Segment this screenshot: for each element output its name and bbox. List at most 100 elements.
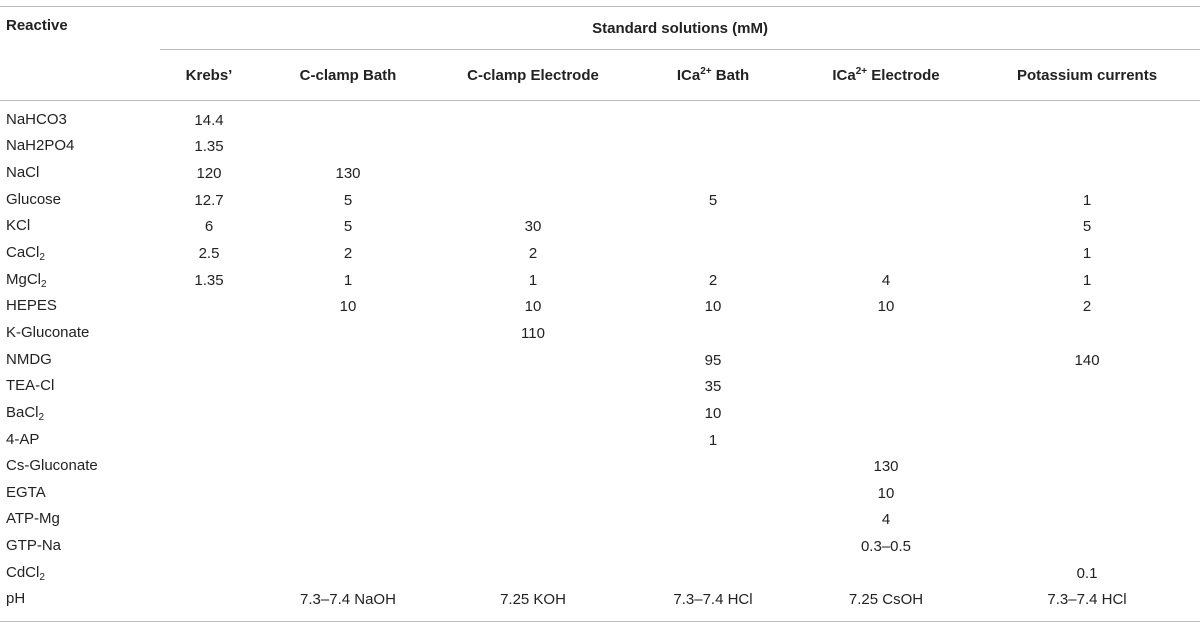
header-row-group: Reactive Standard solutions (mM) bbox=[0, 6, 1200, 50]
table-row: CaCl2 2.5 2 2 1 bbox=[0, 240, 1200, 267]
table-cell: 2 bbox=[528, 245, 538, 263]
table-cell bbox=[628, 480, 798, 507]
table-cell bbox=[258, 507, 438, 534]
table-cell bbox=[160, 320, 258, 347]
table-cell bbox=[628, 560, 798, 587]
group-header: Standard solutions (mM) bbox=[160, 6, 1200, 50]
reactive-name: Glucose bbox=[6, 190, 62, 208]
table-cell bbox=[798, 400, 974, 427]
table-cell bbox=[438, 480, 628, 507]
table-cell bbox=[258, 560, 438, 587]
table-cell: 1 bbox=[708, 431, 718, 449]
table-cell: 7.25 CsOH bbox=[848, 591, 924, 609]
table-row: 4-AP 1 bbox=[0, 427, 1200, 454]
table-cell bbox=[438, 101, 628, 134]
table-cell bbox=[160, 400, 258, 427]
reactive-name: NaHCO3 bbox=[6, 110, 67, 128]
reactive-name: pH bbox=[6, 590, 26, 608]
column-header: C-clamp Electrode bbox=[467, 67, 599, 84]
table-cell bbox=[160, 507, 258, 534]
reactive-name: 4-AP bbox=[6, 430, 40, 448]
reactive-name: NMDG bbox=[6, 350, 52, 368]
column-header: C-clamp Bath bbox=[299, 67, 397, 84]
table-cell bbox=[798, 560, 974, 587]
table-cell: 4 bbox=[881, 511, 891, 529]
table-cell bbox=[974, 101, 1200, 134]
table-cell bbox=[438, 453, 628, 480]
table-cell: 0.1 bbox=[1076, 564, 1098, 582]
table-cell: 6 bbox=[204, 218, 214, 236]
table-cell: 10 bbox=[877, 484, 895, 502]
table-cell bbox=[438, 507, 628, 534]
table-cell: 7.3–7.4 NaOH bbox=[300, 591, 396, 609]
table-cell: 1 bbox=[1082, 245, 1092, 263]
table-cell bbox=[258, 373, 438, 400]
table-cell: 12.7 bbox=[194, 191, 224, 209]
table-cell bbox=[438, 533, 628, 560]
table-cell: 5 bbox=[343, 218, 353, 236]
table-cell: 130 bbox=[335, 165, 361, 183]
table-cell: 35 bbox=[704, 378, 722, 396]
header-row-columns: Krebs’ C-clamp Bath C-clamp Electrode IC… bbox=[0, 50, 1200, 101]
table-cell: 2 bbox=[708, 271, 718, 289]
table-cell: 2 bbox=[1082, 298, 1092, 316]
table-cell bbox=[258, 533, 438, 560]
table-row: KCl 6 5 30 5 bbox=[0, 214, 1200, 241]
table-cell bbox=[798, 320, 974, 347]
reactive-name: K-Gluconate bbox=[6, 323, 90, 341]
table-cell bbox=[160, 347, 258, 374]
table-cell bbox=[974, 427, 1200, 454]
table-cell bbox=[160, 453, 258, 480]
table-cell bbox=[974, 320, 1200, 347]
table-cell bbox=[628, 533, 798, 560]
table-cell: 1 bbox=[343, 271, 353, 289]
table-cell: 0.3–0.5 bbox=[860, 538, 912, 556]
reactive-name: CaCl2 bbox=[6, 244, 45, 264]
table-cell: 5 bbox=[708, 191, 718, 209]
table-row: ATP-Mg 4 bbox=[0, 507, 1200, 534]
table-cell: 1.35 bbox=[194, 138, 224, 156]
table-cell bbox=[798, 187, 974, 214]
table-body: NaHCO3 14.4 NaH2PO4 1.35 NaCl 120 130 Glucose 12… bbox=[0, 100, 1200, 622]
table-cell bbox=[258, 427, 438, 454]
table-cell bbox=[160, 293, 258, 320]
table-cell bbox=[974, 160, 1200, 187]
table-cell bbox=[974, 400, 1200, 427]
table-cell bbox=[798, 427, 974, 454]
table-cell bbox=[160, 587, 258, 622]
table-row: GTP-Na 0.3–0.5 bbox=[0, 533, 1200, 560]
table-cell: 10 bbox=[877, 298, 895, 316]
table-row: NaH2PO4 1.35 bbox=[0, 134, 1200, 161]
table-cell bbox=[258, 320, 438, 347]
table-cell: 130 bbox=[873, 458, 899, 476]
table-cell: 2 bbox=[343, 245, 353, 263]
table-cell: 120 bbox=[196, 165, 222, 183]
table-cell: 7.3–7.4 HCl bbox=[673, 591, 753, 609]
table-cell: 10 bbox=[524, 298, 542, 316]
table-cell bbox=[628, 453, 798, 480]
reactive-name: GTP-Na bbox=[6, 537, 62, 555]
table-row: K-Gluconate 110 bbox=[0, 320, 1200, 347]
reactive-name: NaH2PO4 bbox=[6, 137, 75, 155]
table-cell bbox=[258, 453, 438, 480]
table-cell: 140 bbox=[1074, 351, 1100, 369]
table-cell bbox=[160, 560, 258, 587]
table-cell bbox=[628, 134, 798, 161]
table-cell bbox=[798, 347, 974, 374]
table-cell bbox=[160, 480, 258, 507]
table-cell: 14.4 bbox=[194, 111, 224, 129]
table-cell: 7.3–7.4 HCl bbox=[1047, 591, 1127, 609]
table-cell bbox=[628, 160, 798, 187]
table-cell bbox=[628, 214, 798, 241]
table-cell: 1 bbox=[528, 271, 538, 289]
reactive-name: ATP-Mg bbox=[6, 510, 60, 528]
table-cell bbox=[438, 400, 628, 427]
table-row: Cs-Gluconate 130 bbox=[0, 453, 1200, 480]
table-cell bbox=[974, 533, 1200, 560]
table-cell bbox=[258, 400, 438, 427]
table-row: CdCl2 0.1 bbox=[0, 560, 1200, 587]
table-cell bbox=[258, 134, 438, 161]
column-header: ICa2+ Electrode bbox=[832, 66, 940, 84]
table-cell bbox=[628, 101, 798, 134]
